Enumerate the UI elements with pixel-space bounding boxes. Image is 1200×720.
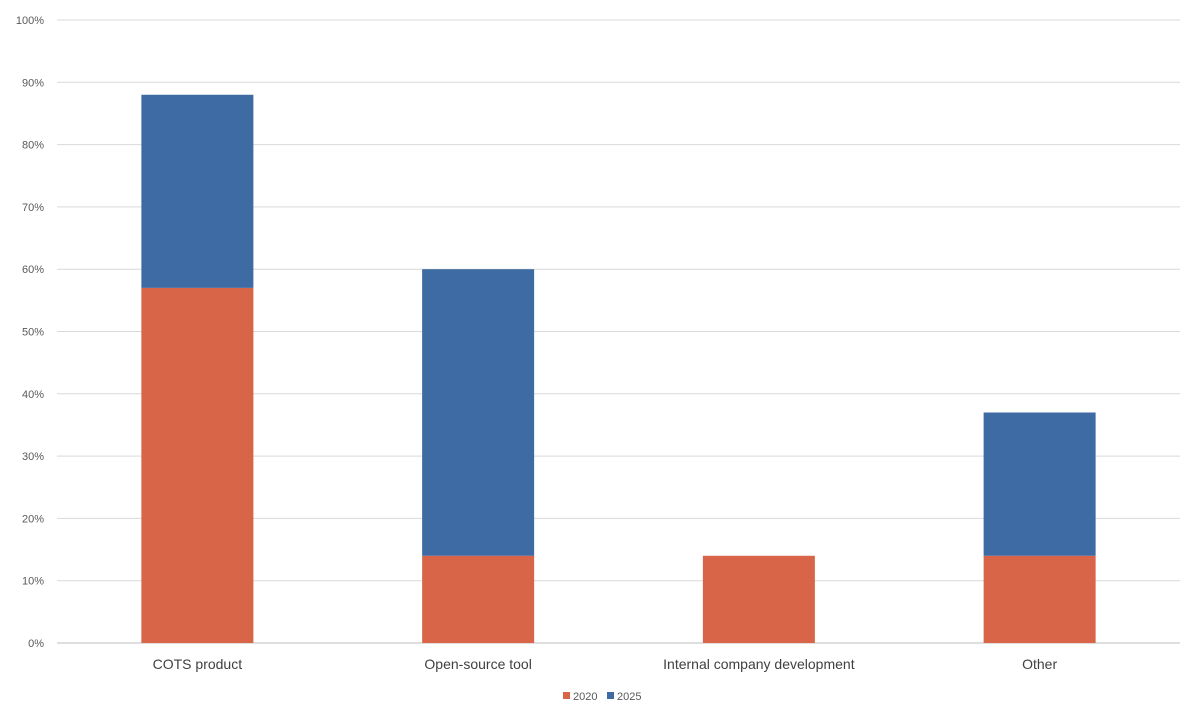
legend: 2020 2025: [563, 691, 641, 703]
x-category-label: Internal company development: [663, 656, 855, 672]
legend-label-2025: 2025: [617, 691, 641, 703]
bars: [141, 94, 1096, 643]
x-category-label: Open-source tool: [424, 656, 531, 672]
y-tick-label: 40%: [22, 389, 44, 401]
bar-2025-0: [141, 94, 254, 288]
bar-2025-3: [983, 412, 1096, 556]
bar-2020-1: [422, 555, 535, 643]
bar-2025-1: [422, 269, 535, 556]
y-axis-tick-labels: 0% 10% 20% 30% 40% 50% 60% 70% 80% 90% 100%: [16, 15, 44, 650]
bar-2020-2: [702, 555, 815, 643]
y-tick-label: 80%: [22, 140, 44, 152]
y-tick-label: 60%: [22, 264, 44, 276]
x-category-label: Other: [1022, 656, 1057, 672]
legend-swatch-2020: [563, 692, 570, 699]
x-axis-category-labels: COTS product Open-source tool Internal com…: [153, 656, 1058, 672]
y-tick-label: 20%: [22, 513, 44, 525]
y-tick-label: 90%: [22, 77, 44, 89]
bar-2020-3: [983, 555, 1096, 643]
y-tick-label: 70%: [22, 202, 44, 214]
x-category-label: COTS product: [153, 656, 243, 672]
y-tick-label: 100%: [16, 15, 44, 27]
y-tick-label: 10%: [22, 576, 44, 588]
y-tick-label: 30%: [22, 451, 44, 463]
legend-swatch-2025: [607, 692, 614, 699]
y-tick-label: 50%: [22, 327, 44, 339]
y-tick-label: 0%: [28, 638, 44, 650]
bar-2020-0: [141, 287, 254, 643]
legend-label-2020: 2020: [573, 691, 597, 703]
